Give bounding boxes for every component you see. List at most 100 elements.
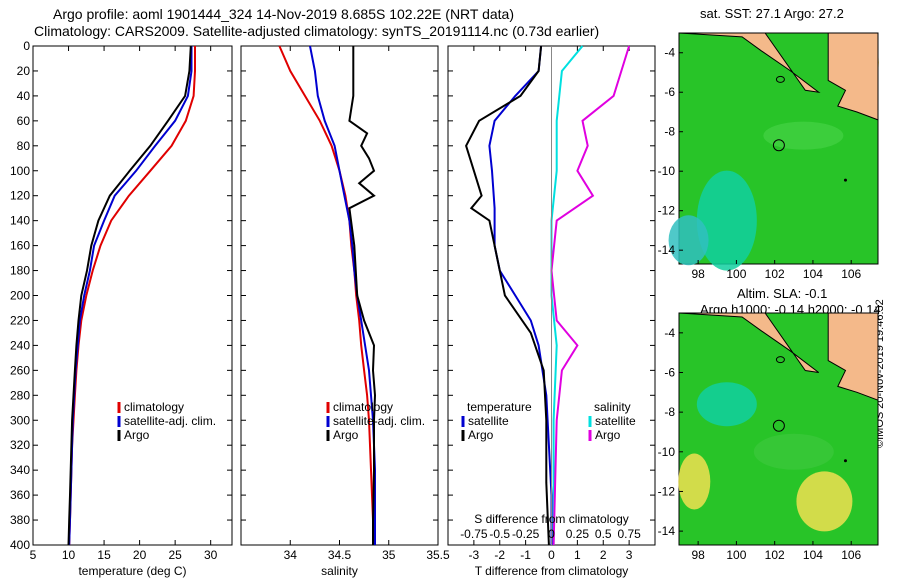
salinity-plot-frame bbox=[240, 45, 439, 546]
salinity-xtick-label: 34.5 bbox=[328, 548, 352, 562]
depth-tick-label: 220 bbox=[10, 313, 30, 327]
temperature-xtick-label: 20 bbox=[133, 548, 147, 562]
depth-tick-label: 400 bbox=[10, 538, 30, 552]
sla-xtick-label: 100 bbox=[726, 548, 746, 562]
sla-xtick-label: 98 bbox=[691, 548, 705, 562]
difference-legend-title: salinity bbox=[594, 400, 631, 414]
sla-land-sumatra bbox=[678, 312, 820, 373]
temperature-xtick-label: 25 bbox=[168, 548, 182, 562]
difference-series-t-argo bbox=[465, 45, 550, 546]
sst-christmas-island-icon bbox=[843, 178, 847, 182]
depth-tick-label: 180 bbox=[10, 264, 30, 278]
salinity-xlabel: salinity bbox=[321, 564, 358, 578]
sst-argo-location-icon bbox=[772, 139, 785, 152]
sla-argo-location-icon bbox=[772, 419, 785, 432]
difference-legend-label: satellite bbox=[595, 414, 636, 428]
sla-map-title-line1: Altim. SLA: -0.1 bbox=[737, 286, 828, 301]
sst-xtick-label: 102 bbox=[765, 267, 785, 281]
temperature-series-argo bbox=[67, 45, 192, 546]
temperature-legend-label: climatology bbox=[124, 400, 184, 414]
difference-x2tick-label: 0.75 bbox=[617, 527, 641, 541]
temperature-xtick-label: 10 bbox=[62, 548, 76, 562]
difference-x2tick-label: -0.75 bbox=[460, 527, 488, 541]
difference-xtick-label: 3 bbox=[626, 548, 633, 562]
difference-xlabel: T difference from climatology bbox=[475, 564, 629, 578]
depth-tick-label: 140 bbox=[10, 214, 30, 228]
difference-xtick-label: 2 bbox=[600, 548, 607, 562]
temperature-xtick-label: 15 bbox=[97, 548, 111, 562]
sla-island-icon bbox=[775, 356, 785, 364]
sla-xtick-label: 106 bbox=[841, 548, 861, 562]
sla-ytick-label: -10 bbox=[658, 445, 676, 459]
sst-land-sumatra bbox=[678, 32, 821, 93]
sst-island-icon bbox=[775, 75, 785, 83]
temperature-legend-label: Argo bbox=[124, 428, 150, 442]
difference-legend-title: temperature bbox=[467, 400, 532, 414]
salinity-series-argo bbox=[348, 46, 377, 545]
salinity-legend-label: Argo bbox=[333, 428, 359, 442]
salinity-legend-label: climatology bbox=[333, 400, 393, 414]
sla-map-field-patch bbox=[696, 382, 757, 427]
difference-xtick-label: -1 bbox=[520, 548, 531, 562]
depth-tick-label: 40 bbox=[17, 89, 31, 103]
temperature-legend-label: satellite-adj. clim. bbox=[124, 414, 216, 428]
temperature-xtick-label: 30 bbox=[204, 548, 218, 562]
depth-tick-label: 100 bbox=[10, 164, 30, 178]
difference-x2tick-label: 0.5 bbox=[595, 527, 612, 541]
temperature-xtick-label: 5 bbox=[30, 548, 37, 562]
depth-tick-label: 260 bbox=[10, 363, 30, 377]
difference-x2tick-label: -0.5 bbox=[489, 527, 510, 541]
sst-ytick-label: -4 bbox=[664, 46, 675, 60]
difference-x2tick-label: 0.25 bbox=[566, 527, 590, 541]
difference-legend-label: satellite bbox=[468, 414, 509, 428]
sla-ytick-label: -8 bbox=[664, 405, 675, 419]
sst-xtick-label: 106 bbox=[841, 267, 861, 281]
sst-ytick-label: -12 bbox=[658, 204, 676, 218]
difference-legend-label: Argo bbox=[468, 428, 494, 442]
sst-xtick-label: 98 bbox=[691, 267, 705, 281]
sla-ytick-label: -6 bbox=[664, 365, 675, 379]
depth-tick-label: 20 bbox=[17, 64, 31, 78]
depth-tick-label: 340 bbox=[10, 463, 30, 477]
depth-tick-label: 380 bbox=[10, 513, 30, 527]
chart-title-line2: Climatology: CARS2009. Satellite-adjuste… bbox=[34, 23, 600, 39]
sla-map-field-patch bbox=[796, 471, 853, 532]
sla-xtick-label: 104 bbox=[803, 548, 823, 562]
sla-land-java bbox=[827, 312, 879, 401]
sst-land-java bbox=[827, 32, 879, 121]
temperature-xlabel: temperature (deg C) bbox=[78, 564, 186, 578]
depth-tick-label: 320 bbox=[10, 438, 30, 452]
sst-ytick-label: -14 bbox=[658, 243, 676, 257]
difference-x2tick-label: -0.25 bbox=[512, 527, 540, 541]
depth-tick-label: 300 bbox=[10, 413, 30, 427]
depth-tick-label: 120 bbox=[10, 189, 30, 203]
difference-x2label: S difference from climatology bbox=[474, 512, 629, 526]
sst-map-field-patch bbox=[696, 170, 757, 271]
sst-map-title: sat. SST: 27.1 Argo: 27.2 bbox=[700, 6, 844, 21]
depth-tick-label: 200 bbox=[10, 289, 30, 303]
sla-ytick-label: -4 bbox=[664, 326, 675, 340]
depth-tick-label: 280 bbox=[10, 388, 30, 402]
salinity-xtick-label: 35 bbox=[382, 548, 396, 562]
sst-ytick-label: -8 bbox=[664, 125, 675, 139]
chart-title-line1: Argo profile: aoml 1901444_324 14-Nov-20… bbox=[53, 6, 515, 22]
sst-map-field-patch bbox=[668, 215, 709, 266]
depth-tick-label: 360 bbox=[10, 488, 30, 502]
depth-tick-label: 160 bbox=[10, 239, 30, 253]
difference-xtick-label: 1 bbox=[574, 548, 581, 562]
difference-xtick-label: -2 bbox=[494, 548, 505, 562]
depth-tick-label: 0 bbox=[23, 39, 30, 53]
salinity-xtick-label: 35.5 bbox=[426, 548, 450, 562]
difference-legend-label: Argo bbox=[595, 428, 621, 442]
sst-map-field-patch bbox=[763, 121, 844, 150]
sst-xtick-label: 104 bbox=[803, 267, 823, 281]
depth-tick-label: 240 bbox=[10, 338, 30, 352]
difference-series-s-argo bbox=[550, 45, 631, 546]
sla-ytick-label: -12 bbox=[658, 484, 676, 498]
sst-ytick-label: -10 bbox=[658, 164, 676, 178]
sla-ytick-label: -14 bbox=[658, 524, 676, 538]
salinity-legend-label: satellite-adj. clim. bbox=[333, 414, 425, 428]
sst-ytick-label: -6 bbox=[664, 85, 675, 99]
difference-xtick-label: -3 bbox=[469, 548, 480, 562]
